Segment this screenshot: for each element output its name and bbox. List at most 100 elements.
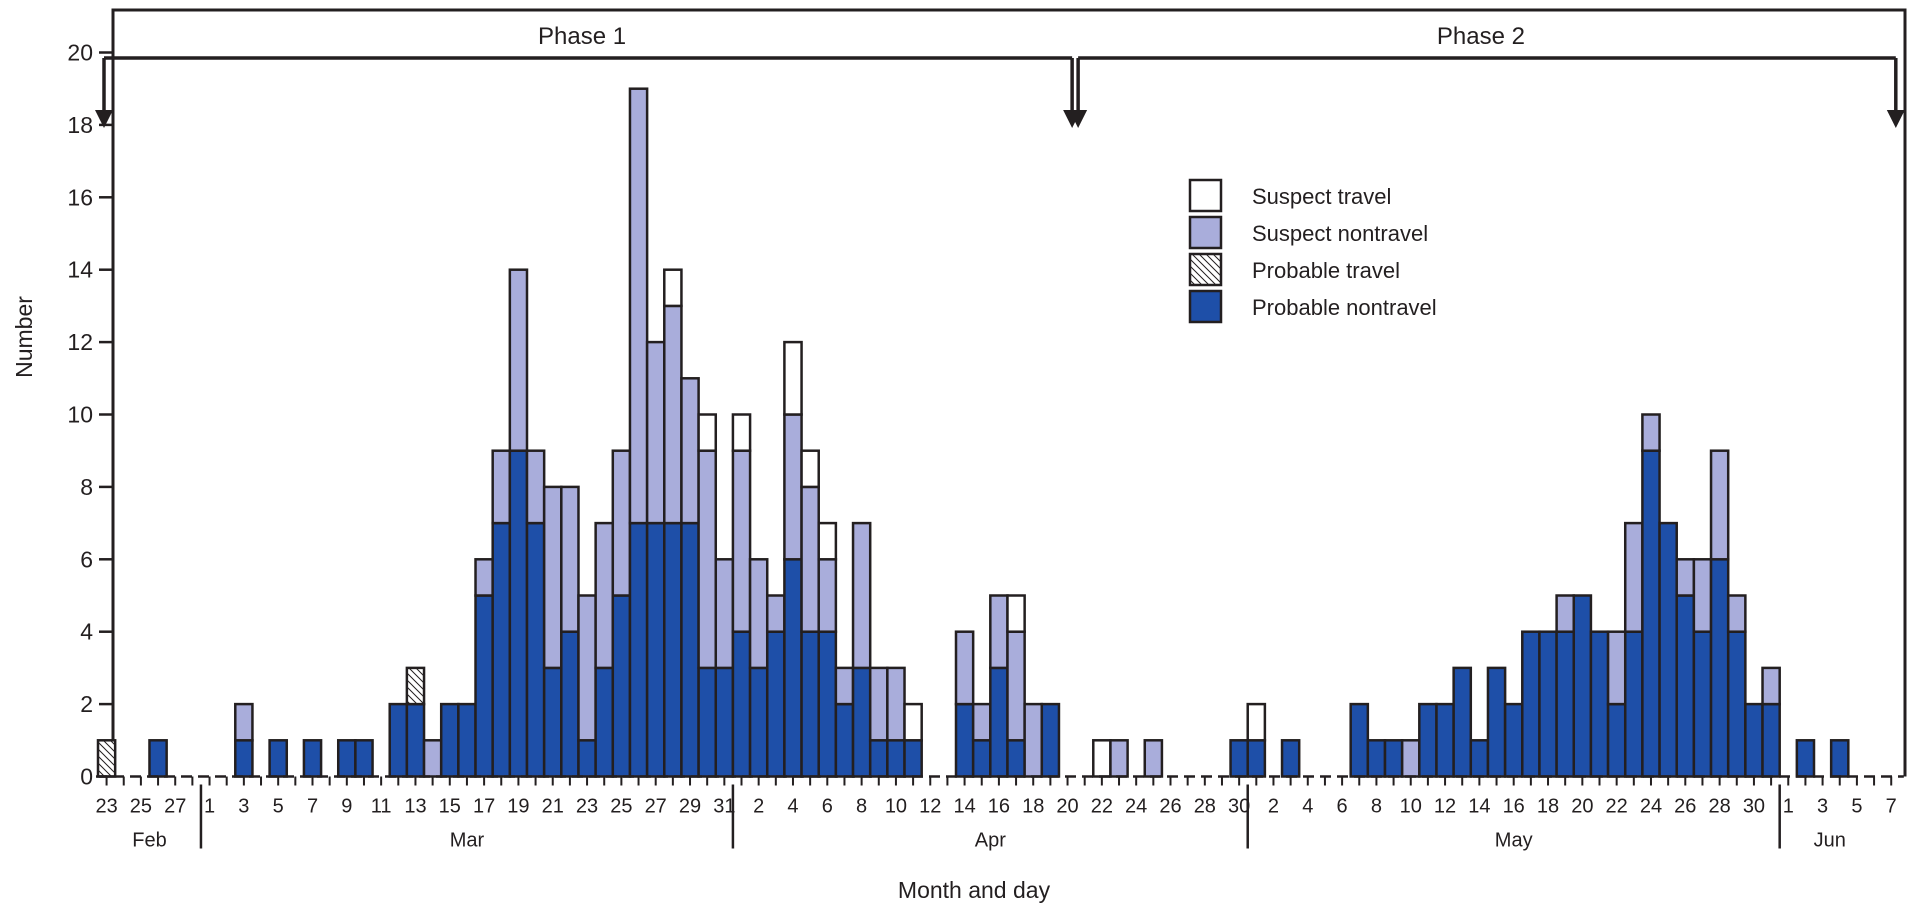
y-tick-label: 20 — [67, 40, 93, 66]
legend-swatch — [1188, 215, 1223, 250]
legend-label: Probable travel — [1252, 258, 1400, 283]
bar-segment-sn — [645, 340, 666, 525]
x-tick-label: 25 — [130, 796, 152, 818]
bar-segment-pn — [1726, 630, 1747, 778]
bar-segment-pn — [1589, 630, 1610, 778]
bar — [1744, 702, 1764, 778]
bar-segment-pn — [1675, 594, 1696, 778]
bar — [886, 666, 906, 778]
bar-segment-sn — [1761, 666, 1781, 706]
bar-segment-sn — [560, 485, 580, 633]
bar-segment-sn — [1400, 739, 1421, 778]
x-tick-label: 10 — [1400, 796, 1422, 818]
x-tick-label: 21 — [542, 796, 564, 818]
bar — [971, 702, 992, 778]
bar — [783, 340, 803, 778]
bar-segment-pn — [508, 449, 529, 778]
legend-label: Suspect travel — [1252, 184, 1391, 209]
bar — [560, 485, 580, 778]
bar-segment-pn — [851, 666, 872, 778]
bar — [731, 413, 752, 778]
x-tick-label: 2 — [1268, 796, 1279, 818]
bar — [148, 739, 168, 778]
legend-item: Suspect nontravel — [1188, 215, 1428, 250]
bar-segment-sn — [714, 558, 735, 670]
bar — [989, 594, 1009, 778]
bar — [96, 739, 117, 778]
bar-segment-pn — [680, 521, 700, 778]
bar-segment-pn — [886, 739, 906, 778]
bar — [542, 485, 563, 778]
x-tick-label: 31 — [713, 796, 735, 818]
bar-segment-pt — [405, 666, 426, 706]
bar-segment-pn — [1503, 702, 1524, 778]
bar-segment-pt — [96, 739, 117, 778]
legend-item: Probable travel — [1188, 252, 1400, 287]
bar — [594, 521, 615, 778]
bar-segment-sn — [783, 413, 803, 561]
x-tick-label: 30 — [1228, 796, 1250, 818]
bar — [680, 377, 700, 778]
bar-segment-sn — [680, 377, 700, 525]
bar — [1726, 594, 1747, 778]
bar — [697, 413, 718, 778]
legend: Suspect travel Suspect nontravel Probable … — [1188, 178, 1437, 324]
bar-segment-pn — [628, 521, 649, 778]
bar-segment-pn — [1829, 739, 1850, 778]
phase-label: Phase 2 — [1437, 23, 1525, 50]
phase-bracket: Phase 2 — [1069, 23, 1905, 128]
legend-swatch — [1188, 252, 1223, 287]
bar-segment-pn — [1761, 702, 1781, 778]
y-tick-label: 4 — [80, 619, 93, 645]
x-tick-label: 28 — [1194, 796, 1216, 818]
bar-segment-sn — [1623, 521, 1644, 633]
bar-segment-sn — [491, 449, 512, 525]
bar-segment-pn — [542, 666, 563, 778]
phase-arrowhead — [1069, 110, 1088, 128]
bar — [1709, 449, 1730, 778]
bar-segment-pn — [1521, 630, 1541, 778]
phase-arrowhead — [1886, 110, 1905, 128]
bar-segment-sn — [1726, 594, 1747, 633]
x-tick-label: 1 — [1783, 796, 1794, 818]
bar-segment-pn — [868, 739, 889, 778]
month-label: Mar — [450, 830, 485, 852]
bar — [1143, 739, 1164, 778]
bars-group — [96, 87, 1850, 778]
bar-segment-pn — [1538, 630, 1558, 778]
bar-segment-sn — [1675, 558, 1696, 597]
bar-segment-sn — [663, 304, 683, 525]
bar-segment-pn — [439, 702, 460, 778]
bar — [457, 702, 477, 778]
bar — [1246, 702, 1267, 778]
bar — [645, 340, 666, 778]
bar-segment-sn — [1709, 449, 1730, 561]
bar-segment-pn — [645, 521, 666, 778]
bar — [714, 558, 735, 778]
month-label: Feb — [132, 830, 166, 852]
bar-segment-pn — [354, 739, 374, 778]
bar-segment-pn — [903, 739, 923, 778]
bar — [1641, 413, 1661, 778]
bar-segment-pn — [560, 630, 580, 778]
x-tick-label: 17 — [473, 796, 495, 818]
bar — [388, 702, 409, 778]
bar-segment-pn — [302, 739, 323, 778]
y-tick-label: 8 — [80, 474, 93, 500]
bar-segment-sn — [542, 485, 563, 670]
x-tick-label: 27 — [645, 796, 667, 818]
bar-segment-pn — [1623, 630, 1644, 778]
y-tick-label: 18 — [67, 112, 93, 138]
bar-segment-sn — [1555, 594, 1576, 633]
bar — [1538, 630, 1558, 778]
bar-segment-st — [1246, 702, 1267, 742]
x-tick-label: 30 — [1743, 796, 1765, 818]
bar — [868, 666, 889, 778]
bar-segment-sn — [508, 268, 529, 452]
bar — [1761, 666, 1781, 778]
x-tick-label: 6 — [822, 796, 833, 818]
legend-item: Probable nontravel — [1188, 289, 1437, 324]
x-tick-label: 5 — [273, 796, 284, 818]
bar-segment-st — [731, 413, 752, 452]
x-tick-label: 2 — [753, 796, 764, 818]
